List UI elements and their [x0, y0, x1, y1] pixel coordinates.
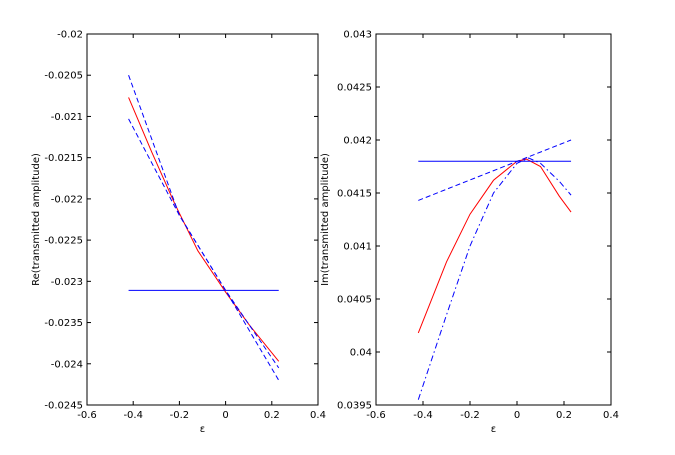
x-axis-label: ε: [491, 424, 496, 435]
x-tick-label: -0.4: [413, 410, 433, 421]
y-tick-label: 0.041: [343, 242, 372, 253]
y-tick-label: 0.0405: [337, 295, 372, 306]
y-tick-label: -0.0235: [44, 318, 83, 329]
y-tick-label: -0.0205: [44, 71, 83, 82]
series-line-1: [417, 158, 572, 334]
x-tick-label: 0.2: [556, 410, 572, 421]
y-tick-label: -0.023: [51, 277, 83, 288]
axes-box: [86, 33, 319, 406]
series-line-3: [418, 139, 572, 201]
y-tick-label: 0.042: [343, 136, 372, 147]
x-tick-label: 0: [222, 410, 228, 421]
series-line-2: [417, 157, 572, 400]
x-tick-label: -0.4: [123, 410, 143, 421]
y-tick-label: -0.0225: [44, 236, 83, 247]
x-tick-label: 0: [514, 410, 520, 421]
y-tick-label: 0.043: [343, 30, 372, 41]
y-tick-label: -0.0215: [44, 153, 83, 164]
y-tick-label: 0.04: [350, 348, 372, 359]
x-tick-label: -0.2: [460, 410, 480, 421]
series-line-3: [128, 118, 280, 381]
chart-panel-2: -0.6 -0.4 -0.2 0 0.2 0.4 0.0395 0.04 0.0405 0.041…: [320, 30, 619, 436]
y-tick-label: -0.022: [51, 194, 83, 205]
y-axis-label: Re(transmitted amplitude): [31, 153, 42, 286]
y-tick-label: -0.0245: [44, 401, 83, 412]
y-tick-label: -0.024: [51, 359, 83, 370]
y-tick-label: -0.02: [57, 30, 83, 41]
y-tick-label: 0.0415: [337, 189, 372, 200]
axes-box: [375, 33, 612, 406]
x-axis-label: ε: [200, 424, 205, 435]
x-tick-label: 0.2: [264, 410, 280, 421]
x-tick-label: 0.4: [603, 410, 619, 421]
x-tick-label: 0.4: [310, 410, 326, 421]
y-tick-label: -0.021: [51, 112, 83, 123]
y-axis-label: Im(transmitted amplitude): [320, 153, 331, 286]
x-tick-label: -0.6: [366, 410, 386, 421]
x-tick-label: -0.2: [170, 410, 190, 421]
x-tick-label: -0.6: [77, 410, 97, 421]
series-line-1: [128, 97, 280, 362]
y-tick-label: 0.0395: [337, 401, 372, 412]
series-line-2: [128, 75, 280, 369]
y-tick-label: 0.0425: [337, 83, 372, 94]
chart-panel-1: -0.6 -0.4 -0.2 0 0.2 0.4 -0.0245 -0.024 -0.0235 -…: [31, 30, 326, 436]
